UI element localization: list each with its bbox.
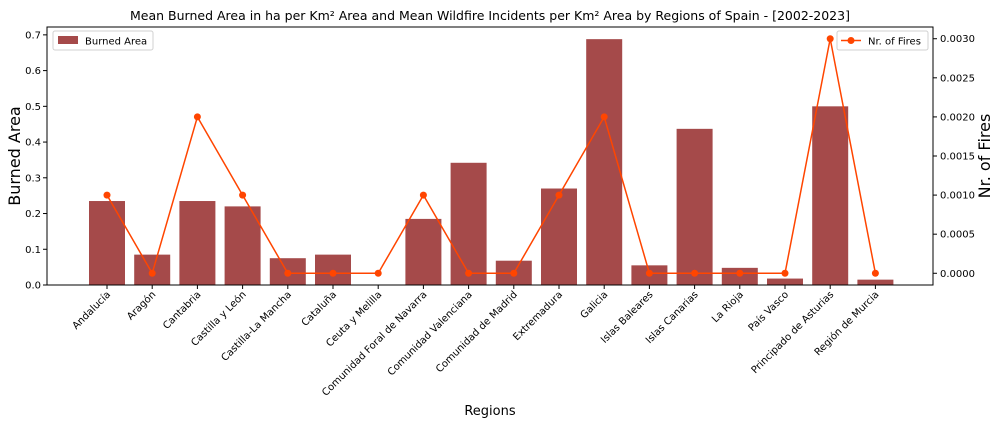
fires-point <box>148 269 156 277</box>
legend-left: Burned Area <box>52 30 154 51</box>
chart-title: Mean Burned Area in ha per Km² Area and … <box>130 8 850 23</box>
y2-tick-label: 0.0010 <box>940 191 975 202</box>
fires-point <box>781 269 789 277</box>
y2-tick-label: 0.0005 <box>940 230 975 241</box>
x-tick-label: Aragón <box>124 289 158 323</box>
fires-point <box>419 191 427 199</box>
fires-point <box>645 269 653 277</box>
fires-point <box>284 269 292 277</box>
bar <box>224 206 261 285</box>
x-tick-label: Galicia <box>579 289 611 321</box>
legend-right-box <box>836 30 929 51</box>
x-tick-label: Principado de Asturias <box>750 289 837 376</box>
y-tick-label: 0.4 <box>25 138 41 149</box>
y-tick-label: 0.7 <box>25 30 41 41</box>
y-axis-left: 0.0 0.1 0.2 0.3 0.4 0.5 0.6 0.7 <box>25 30 47 292</box>
fires-point <box>329 269 337 277</box>
x-tick-label: Andalucía <box>70 289 113 332</box>
x-tick-label: La Rioja <box>710 289 746 325</box>
fires-point <box>826 35 834 43</box>
legend-bar-swatch <box>58 36 78 44</box>
bar <box>812 106 849 285</box>
bar <box>767 278 803 285</box>
legend-left-box <box>52 30 154 51</box>
fires-line <box>106 38 877 276</box>
bar <box>405 218 442 285</box>
x-axis-label: Regions <box>464 404 516 419</box>
y-axis-right: 0.0000 0.0005 0.0010 0.0015 0.0020 0.0025 0.00… <box>933 34 975 280</box>
y2-tick-label: 0.0030 <box>940 34 975 45</box>
chart-title-text: Mean Burned Area in ha per Km² Area and … <box>130 8 850 23</box>
fires-point <box>239 191 247 199</box>
fires-point <box>103 191 111 199</box>
y-tick-label: 0.3 <box>25 173 41 184</box>
fires-point <box>465 269 473 277</box>
fires-point <box>193 113 201 121</box>
bar <box>857 279 894 285</box>
line-series <box>103 35 879 277</box>
y-tick-label: 0.6 <box>25 66 41 77</box>
fires-point <box>374 269 382 277</box>
bar <box>179 201 216 285</box>
y-tick-label: 0.1 <box>25 245 41 256</box>
y2-tick-label: 0.0015 <box>940 152 975 163</box>
fires-point <box>691 269 699 277</box>
y-tick-label: 0.0 <box>25 281 41 292</box>
bar <box>586 39 623 286</box>
legend-line-label: Nr. of Fires <box>868 37 921 48</box>
legend-bar-label: Burned Area <box>85 37 147 48</box>
x-tick-label: Comunidad de Madrid <box>434 289 520 375</box>
y-axis-label: Burned Area <box>5 106 24 205</box>
fires-point <box>510 269 518 277</box>
bar-series <box>89 39 894 286</box>
fires-point <box>736 269 744 277</box>
y2-axis-label: Nr. of Fires <box>975 114 994 199</box>
x-tick-label: País Vasco <box>746 289 791 334</box>
x-tick-label: Cataluña <box>300 289 339 328</box>
y2-tick-label: 0.0020 <box>940 112 975 123</box>
fires-point <box>555 191 563 199</box>
bar <box>450 162 487 285</box>
y2-tick-label: 0.0025 <box>940 73 975 84</box>
legend-line-marker <box>847 37 855 44</box>
fires-point <box>600 113 608 121</box>
legend-right: Nr. of Fires <box>836 30 929 51</box>
y-tick-label: 0.5 <box>25 102 41 113</box>
x-tick-label: Comunidad Valenciana <box>386 289 475 378</box>
y2-tick-label: 0.0000 <box>940 269 975 280</box>
x-tick-label: Cantabria <box>161 289 203 331</box>
y-tick-label: 0.2 <box>25 209 41 220</box>
bar <box>89 201 125 285</box>
bar <box>676 128 713 285</box>
bar <box>541 188 577 285</box>
fires-point <box>871 269 879 277</box>
